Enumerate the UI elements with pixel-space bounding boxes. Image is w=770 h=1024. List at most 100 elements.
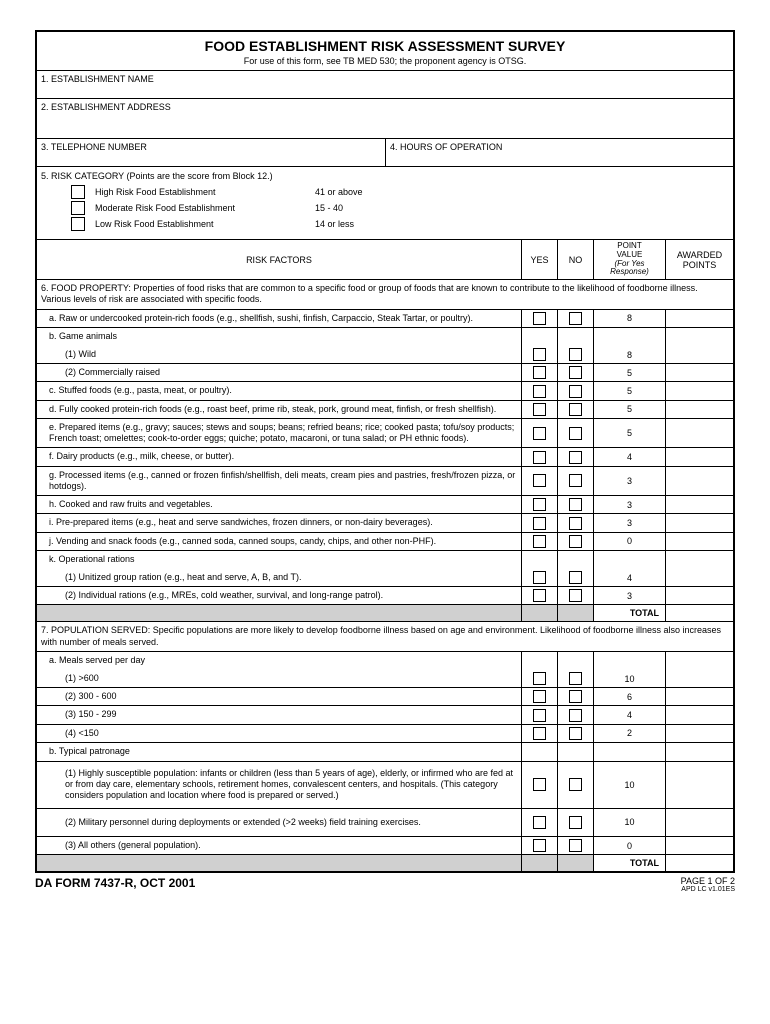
item-7a2-yes[interactable] — [521, 688, 557, 705]
item-6e-no[interactable] — [557, 419, 593, 448]
item-7b-header-text: b. Typical patronage — [37, 743, 521, 761]
item-6d-no[interactable] — [557, 401, 593, 418]
item-6j-yes[interactable] — [521, 533, 557, 550]
item-6i-yes[interactable] — [521, 514, 557, 531]
form-subtitle: For use of this form, see TB MED 530; th… — [41, 56, 729, 66]
item-6b2-ap[interactable] — [665, 364, 733, 381]
item-7a1-ap[interactable] — [665, 670, 733, 687]
item-6g-no[interactable] — [557, 467, 593, 496]
item-6i-text: i. Pre-prepared items (e.g., heat and se… — [37, 514, 521, 531]
item-6j-pv: 0 — [593, 533, 665, 550]
item-6b1: (1) Wild 8 — [37, 346, 733, 364]
spacer — [557, 328, 593, 346]
item-6k1-yes[interactable] — [521, 569, 557, 586]
item-6k1-no[interactable] — [557, 569, 593, 586]
item-6d-pv: 5 — [593, 401, 665, 418]
item-6e-yes[interactable] — [521, 419, 557, 448]
total-7-value[interactable] — [665, 855, 733, 871]
item-6k2-ap[interactable] — [665, 587, 733, 604]
item-6i-ap[interactable] — [665, 514, 733, 531]
risk-high-checkbox[interactable] — [71, 185, 85, 199]
field-4-label[interactable]: 4. HOURS OF OPERATION — [385, 139, 733, 166]
total-7-label: TOTAL — [593, 855, 665, 871]
total-6-value[interactable] — [665, 605, 733, 621]
item-6g-ap[interactable] — [665, 467, 733, 496]
item-6j-no[interactable] — [557, 533, 593, 550]
item-7b1-no[interactable] — [557, 762, 593, 808]
risk-moderate-row: Moderate Risk Food Establishment 15 - 40 — [71, 201, 729, 215]
item-6k2-yes[interactable] — [521, 587, 557, 604]
item-7b3-ap[interactable] — [665, 837, 733, 854]
item-6a-no[interactable] — [557, 310, 593, 327]
item-7b3-text: (3) All others (general population). — [37, 837, 521, 854]
field-1-label[interactable]: 1. ESTABLISHMENT NAME — [37, 71, 733, 98]
item-7a4-ap[interactable] — [665, 725, 733, 742]
item-6f-ap[interactable] — [665, 448, 733, 465]
item-6k-header: k. Operational rations — [37, 551, 733, 569]
item-6g: g. Processed items (e.g., canned or froz… — [37, 467, 733, 497]
item-6c-ap[interactable] — [665, 382, 733, 399]
item-6b2-yes[interactable] — [521, 364, 557, 381]
item-7a1: (1) >600 10 — [37, 670, 733, 688]
item-7a3-no[interactable] — [557, 706, 593, 723]
item-6d-ap[interactable] — [665, 401, 733, 418]
header-no: NO — [557, 240, 593, 279]
item-6a-ap[interactable] — [665, 310, 733, 327]
risk-moderate-checkbox[interactable] — [71, 201, 85, 215]
item-6a-yes[interactable] — [521, 310, 557, 327]
item-7a4-no[interactable] — [557, 725, 593, 742]
item-6g-yes[interactable] — [521, 467, 557, 496]
section-7-total: TOTAL — [37, 855, 733, 871]
spacer — [593, 743, 665, 761]
item-7b2-yes[interactable] — [521, 809, 557, 836]
item-6f-yes[interactable] — [521, 448, 557, 465]
item-6f-no[interactable] — [557, 448, 593, 465]
item-6c-yes[interactable] — [521, 382, 557, 399]
header-point-value: POINT VALUE (For Yes Response) — [593, 240, 665, 279]
item-7b3-yes[interactable] — [521, 837, 557, 854]
item-7b3-no[interactable] — [557, 837, 593, 854]
item-6d-text: d. Fully cooked protein-rich foods (e.g.… — [37, 401, 521, 418]
item-7a3-yes[interactable] — [521, 706, 557, 723]
item-7a-header: a. Meals served per day — [37, 652, 733, 670]
item-6k2-no[interactable] — [557, 587, 593, 604]
item-7a4-yes[interactable] — [521, 725, 557, 742]
item-7b3-pv: 0 — [593, 837, 665, 854]
item-7a1-yes[interactable] — [521, 670, 557, 687]
field-3-label[interactable]: 3. TELEPHONE NUMBER — [37, 139, 385, 166]
item-6b1-yes[interactable] — [521, 346, 557, 363]
item-6e-pv: 5 — [593, 419, 665, 448]
spacer — [593, 551, 665, 569]
field-2-label[interactable]: 2. ESTABLISHMENT ADDRESS — [37, 99, 733, 138]
risk-low-checkbox[interactable] — [71, 217, 85, 231]
item-7b1-ap[interactable] — [665, 762, 733, 808]
section-6-total: TOTAL — [37, 605, 733, 622]
item-7a3-ap[interactable] — [665, 706, 733, 723]
spacer — [557, 652, 593, 670]
item-6d-yes[interactable] — [521, 401, 557, 418]
item-6b1-ap[interactable] — [665, 346, 733, 363]
item-7a2: (2) 300 - 600 6 — [37, 688, 733, 706]
item-6d: d. Fully cooked protein-rich foods (e.g.… — [37, 401, 733, 419]
item-6f: f. Dairy products (e.g., milk, cheese, o… — [37, 448, 733, 466]
item-6a: a. Raw or undercooked protein-rich foods… — [37, 310, 733, 328]
item-6h-ap[interactable] — [665, 496, 733, 513]
item-6b1-no[interactable] — [557, 346, 593, 363]
item-6b2-no[interactable] — [557, 364, 593, 381]
item-7a1-no[interactable] — [557, 670, 593, 687]
item-6h-yes[interactable] — [521, 496, 557, 513]
item-7a3: (3) 150 - 299 4 — [37, 706, 733, 724]
item-7b2-no[interactable] — [557, 809, 593, 836]
item-6i-pv: 3 — [593, 514, 665, 531]
item-6c-no[interactable] — [557, 382, 593, 399]
item-6h-no[interactable] — [557, 496, 593, 513]
item-7a2-no[interactable] — [557, 688, 593, 705]
item-6e-ap[interactable] — [665, 419, 733, 448]
item-6j-ap[interactable] — [665, 533, 733, 550]
item-6e-text: e. Prepared items (e.g., gravy; sauces; … — [37, 419, 521, 448]
item-7b1-yes[interactable] — [521, 762, 557, 808]
item-6i-no[interactable] — [557, 514, 593, 531]
item-6k1-ap[interactable] — [665, 569, 733, 586]
item-7b2-ap[interactable] — [665, 809, 733, 836]
item-7a2-ap[interactable] — [665, 688, 733, 705]
